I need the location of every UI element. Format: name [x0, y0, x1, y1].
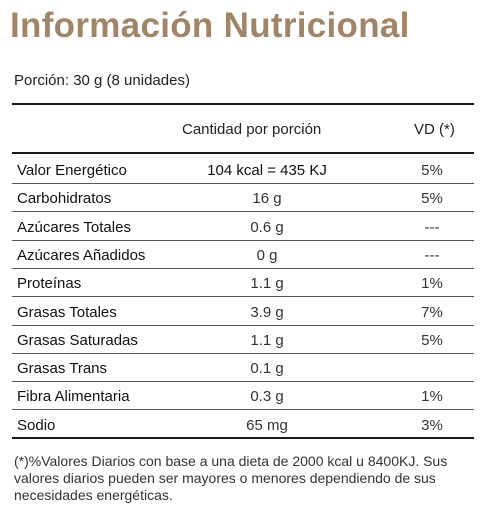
- row-divider: [12, 239, 474, 241]
- row-divider: [12, 267, 474, 269]
- table-row: Grasas Saturadas 1.1 g 5%: [12, 326, 474, 354]
- nutrient-amount: 16 g: [252, 190, 282, 208]
- row-divider: [12, 352, 474, 354]
- nutrient-name: Valor Energético: [17, 162, 127, 179]
- row-divider: [12, 211, 474, 213]
- nutrient-name: Sodio: [17, 416, 56, 434]
- top-divider: [12, 103, 474, 105]
- nutrient-name: Grasas Trans: [17, 360, 108, 378]
- footnote: (*)%Valores Diarios con base a una dieta…: [14, 453, 448, 503]
- row-divider: [12, 409, 474, 411]
- amount-column-header: Cantidad por porción: [182, 121, 322, 138]
- nutrient-amount: 0.3 g: [250, 388, 284, 406]
- table-row: Azúcares Añadidos 0 g ---: [12, 241, 474, 269]
- row-divider: [12, 324, 474, 326]
- nutrient-daily-value: 5%: [421, 331, 443, 349]
- nutrient-name: Grasas Saturadas: [17, 331, 138, 349]
- row-divider: [12, 183, 474, 184]
- nutrient-name: Proteínas: [17, 275, 82, 293]
- nutrient-daily-value: ---: [424, 218, 440, 236]
- table-row: Azúcares Totales 0.6 g ---: [12, 213, 474, 241]
- nutrient-amount: 104 kcal = 435 KJ: [207, 162, 327, 179]
- nutrient-amount: 0 g: [256, 246, 278, 264]
- nutrient-name: Fibra Alimentaria: [17, 388, 130, 406]
- nutrient-daily-value: 5%: [421, 190, 443, 208]
- table-row: Fibra Alimentaria 0.3 g 1%: [12, 382, 474, 411]
- nutrient-name: Azúcares Añadidos: [17, 246, 146, 264]
- nutrient-amount: 65 mg: [246, 416, 288, 434]
- nutrient-daily-value: 5%: [421, 162, 443, 179]
- nutrient-amount: 1.1 g: [250, 331, 284, 349]
- table-row: Grasas Totales 3.9 g 7%: [12, 298, 474, 326]
- nutrient-name: Azúcares Totales: [17, 218, 131, 236]
- table-row: Carbohidratos 16 g 5%: [12, 184, 474, 213]
- serving-size: Porción: 30 g (8 unidades): [14, 72, 190, 89]
- nutrient-name: Carbohidratos: [17, 190, 112, 208]
- nutrient-amount: 1.1 g: [250, 275, 284, 293]
- nutrient-daily-value: 1%: [421, 275, 443, 293]
- row-divider: [12, 381, 474, 383]
- table-row: Sodio 65 mg 3%: [12, 411, 474, 439]
- nutrient-amount: 0.6 g: [250, 218, 284, 236]
- nutrient-daily-value: 1%: [421, 388, 443, 406]
- daily-value-column-header: VD (*): [414, 121, 455, 138]
- row-divider: [12, 296, 474, 298]
- nutrient-amount: 0.1 g: [250, 360, 284, 378]
- page-title: Información Nutricional: [10, 6, 410, 45]
- table-row: Grasas Trans 0.1 g: [12, 354, 474, 383]
- nutrient-daily-value: ---: [424, 246, 440, 264]
- nutrient-daily-value: 7%: [421, 303, 443, 321]
- nutrient-amount: 3.9 g: [250, 303, 284, 321]
- nutrient-name: Grasas Totales: [17, 303, 117, 321]
- table-row: Proteínas 1.1 g 1%: [12, 269, 474, 298]
- row-divider: [12, 436, 474, 439]
- table-row: Valor Energético 104 kcal = 435 KJ 5%: [12, 156, 474, 184]
- header-divider: [12, 152, 474, 154]
- nutrient-daily-value: 3%: [421, 416, 443, 434]
